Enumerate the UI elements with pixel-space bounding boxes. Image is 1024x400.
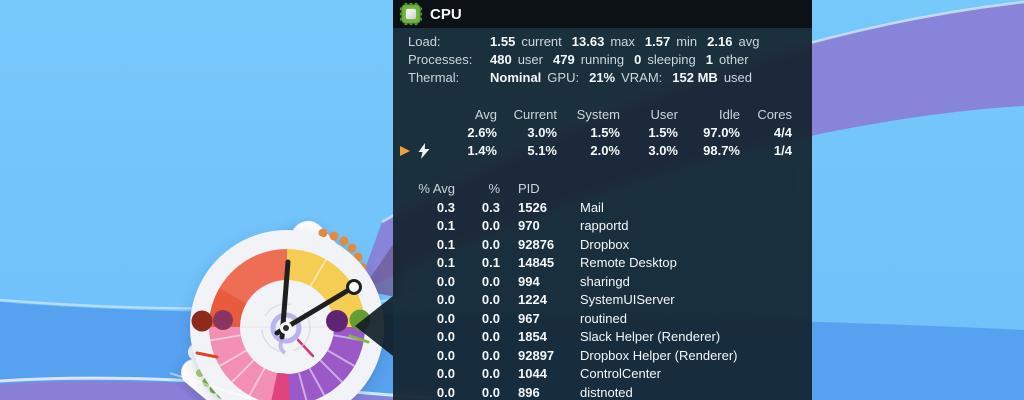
panel-header: CPU [393,0,812,28]
cpu-summary: Load: 1.55 current 13.63 max 1.57 min 2.16 avg P… [393,33,812,87]
bolt-icon [418,143,430,159]
process-row[interactable]: 0.0 0.0 1854 Slack Helper (Renderer) [436,329,721,344]
load-line: Load: 1.55 current 13.63 max 1.57 min 2.16 avg [408,34,760,49]
cpu-chip-icon [399,2,423,26]
row-icons [400,142,440,160]
process-row[interactable]: 0.0 0.0 1224 SystemUIServer [436,292,675,307]
process-table-header: % Avg % PID [418,181,540,196]
performance-cores-row: 2.6% 3.0% 1.5% 1.5% 97.0% 4/4 [467,125,792,140]
process-row[interactable]: 0.3 0.3 1526 Mail [436,199,604,215]
play-icon [400,146,410,156]
process-table: % Avg % PID 0.3 0.3 1526 Mail 0.1 0.0 97… [393,180,812,400]
efficiency-cores-row: 1.4% 5.1% 2.0% 3.0% 98.7% 1/4 [393,142,812,160]
process-row[interactable]: 0.1 0.1 14845 Remote Desktop [436,255,677,270]
core-stats-table: Avg Current System User Idle Cores 2.6% … [393,106,812,160]
core-stats-header: Avg Current System User Idle Cores [474,107,792,122]
process-row[interactable]: 0.0 0.0 92897 Dropbox Helper (Renderer) [436,347,738,363]
thermal-line: Thermal: Nominal GPU: 21% VRAM: 152 MB used [408,70,753,85]
processes-line: Processes: 480 user 479 running 0 sleeping 1 oth… [408,52,749,67]
process-row[interactable]: 0.1 0.0 970 rapportd [436,218,629,233]
clock-hands [270,259,362,355]
process-row[interactable]: 0.0 0.0 896 distnoted [436,384,633,400]
clock-widget[interactable] [170,218,396,400]
panel-title: CPU [430,5,462,23]
cpu-panel: CPU Load: 1.55 current 13.63 max 1.57 min 2.16 a… [393,0,812,400]
process-row[interactable]: 0.0 0.0 1044 ControlCenter [436,366,661,381]
process-row[interactable]: 0.0 0.0 994 sharingd [436,273,630,289]
process-row[interactable]: 0.1 0.0 92876 Dropbox [436,236,630,252]
process-row[interactable]: 0.0 0.0 967 routined [436,310,627,326]
